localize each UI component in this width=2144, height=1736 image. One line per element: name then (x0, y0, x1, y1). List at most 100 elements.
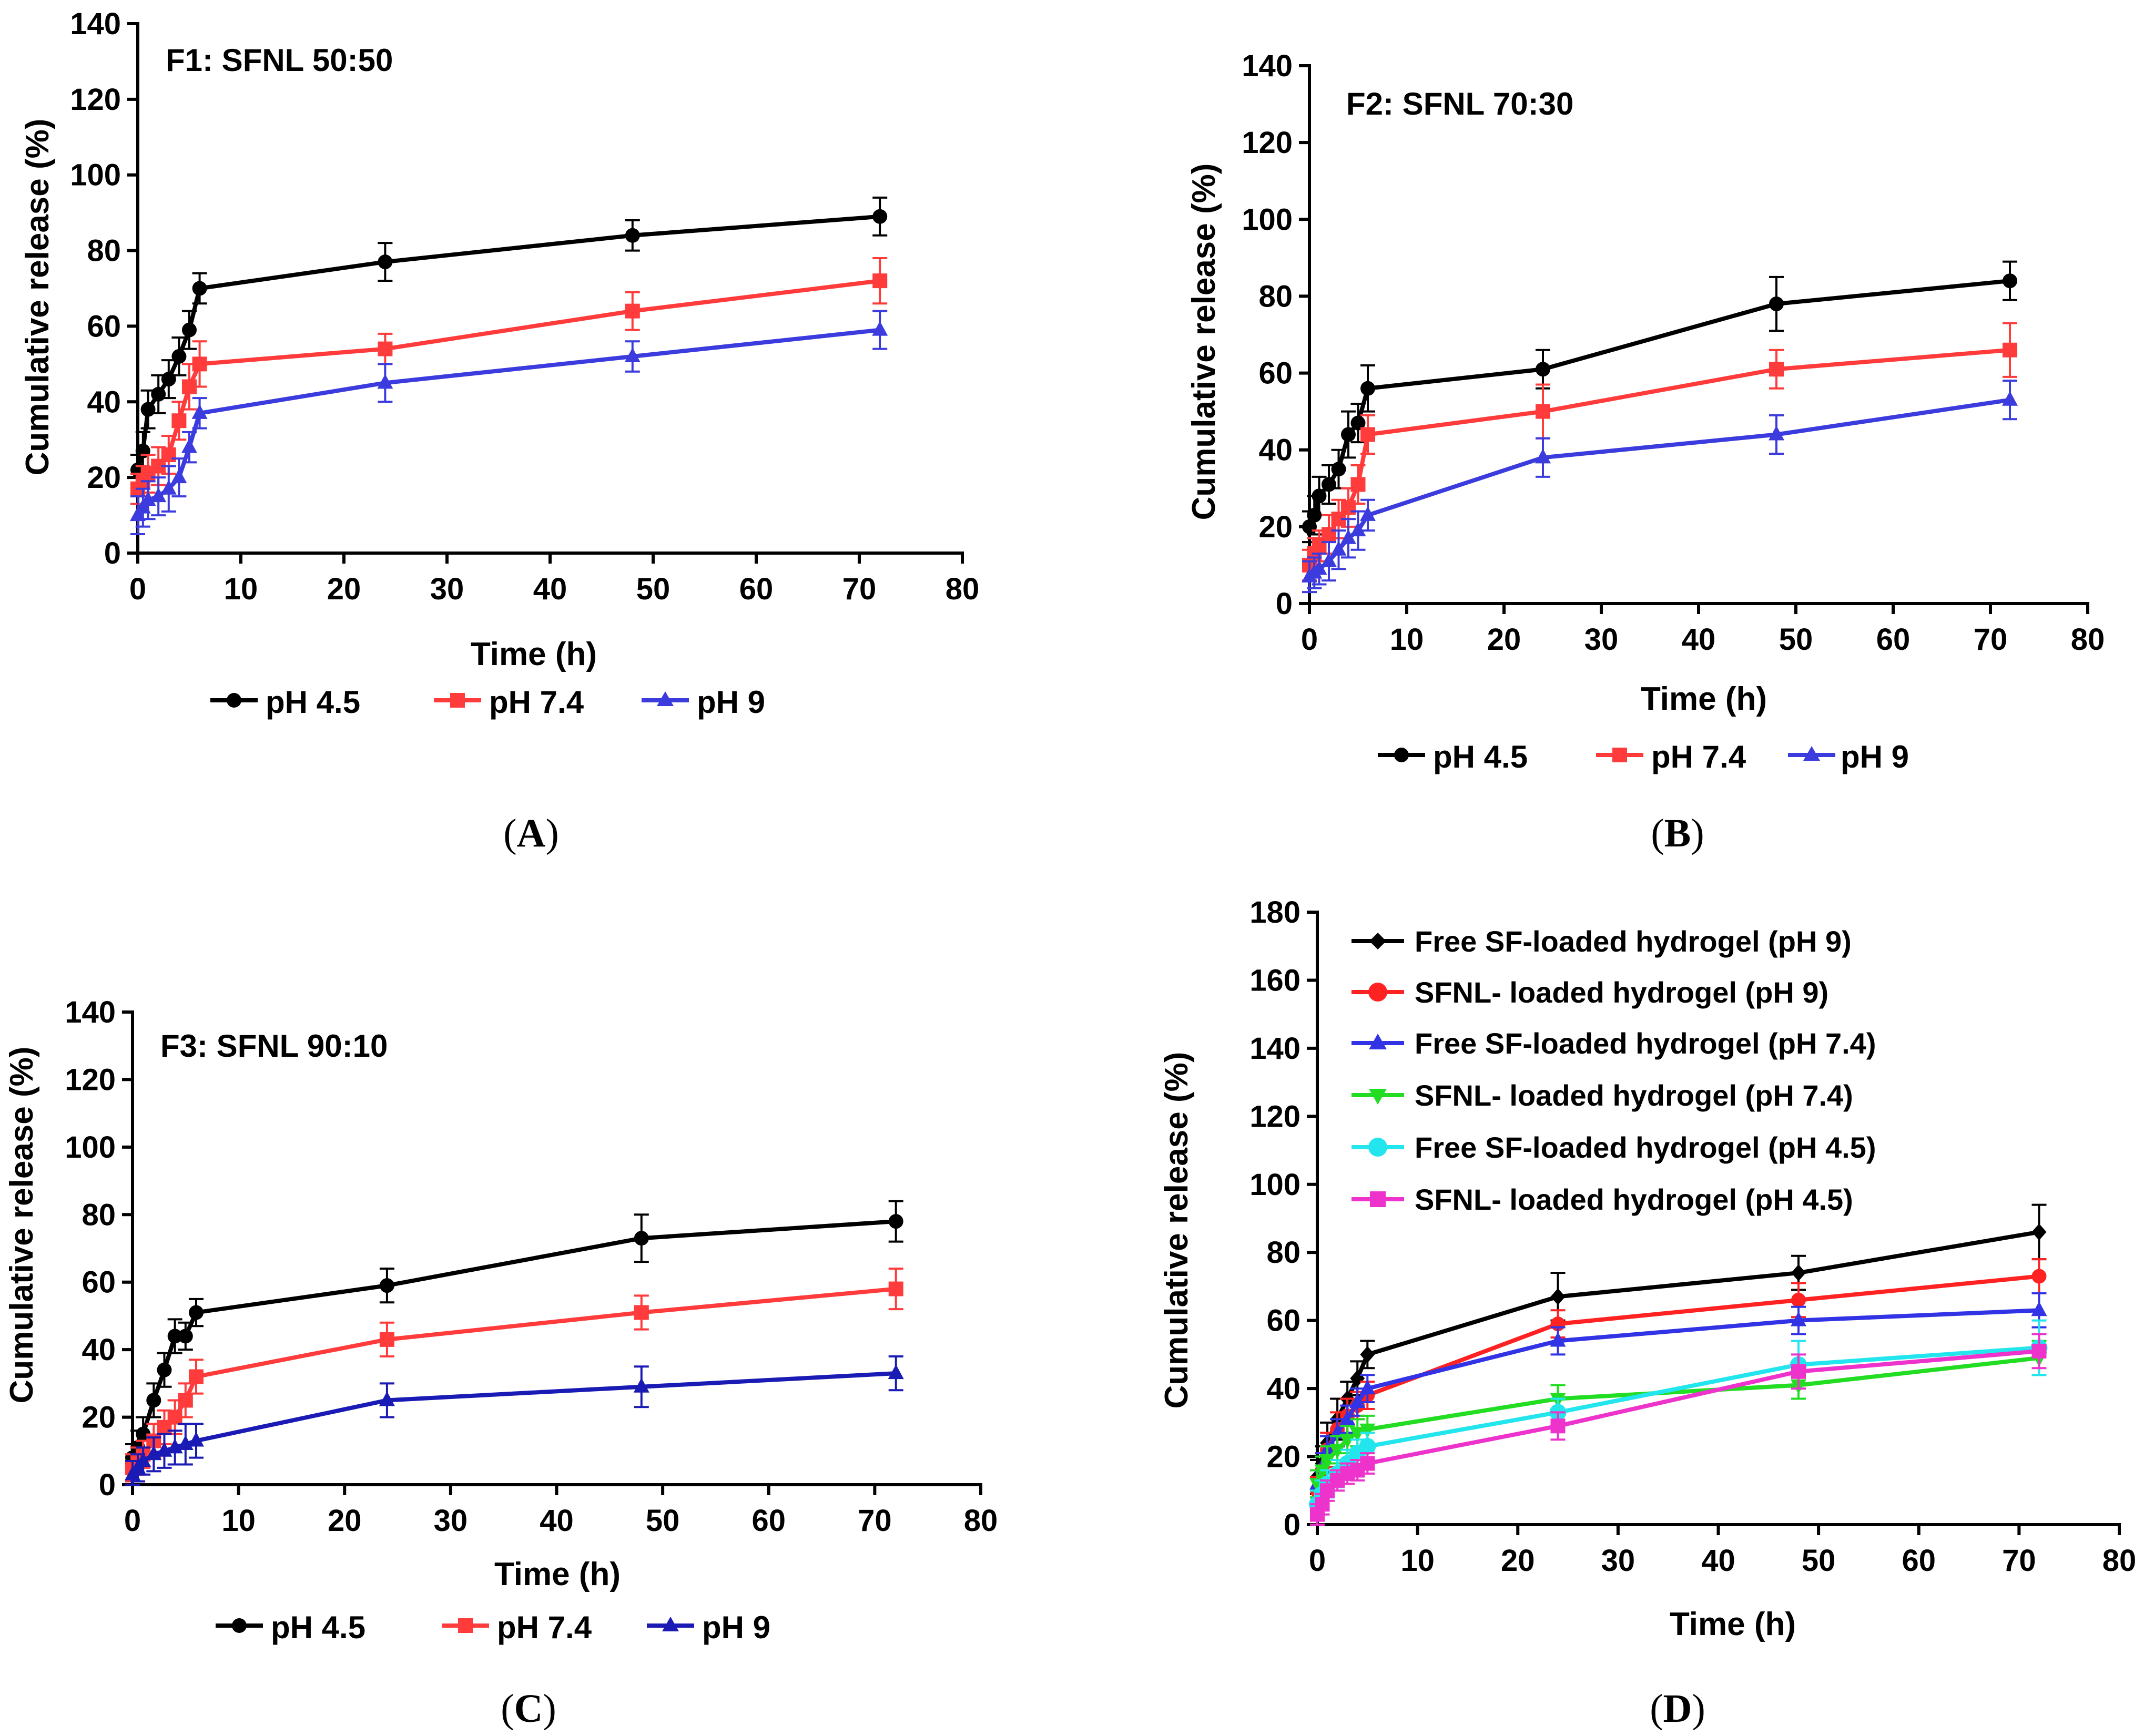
x-tick-label: 50 (636, 572, 670, 606)
legend-label: pH 4.5 (266, 685, 360, 720)
x-tick-label: 30 (1601, 1544, 1635, 1578)
legend-entry-ph-9: pH 9 (642, 685, 765, 720)
axes: 0 10 20 30 40 50 60 70 80 0 20 40 60 80 100 120 140 160 18… (1249, 895, 2136, 1578)
x-tick-label: 40 (1701, 1544, 1735, 1578)
legend-entry-sfnl-ph-9: SFNL- loaded hydrogel (pH 9) (1352, 976, 1828, 1009)
data-point (872, 209, 888, 224)
x-tick-label: 30 (434, 1504, 468, 1538)
data-point (1341, 500, 1356, 515)
data-point (1360, 1346, 1375, 1363)
y-tick-label: 140 (1242, 49, 1293, 83)
series-line (1307, 279, 2010, 528)
y-tick-label: 40 (82, 1333, 116, 1367)
data-point (188, 1305, 204, 1320)
x-tick-label: 70 (858, 1504, 892, 1538)
data-point (379, 1278, 394, 1293)
data-point (178, 1393, 193, 1408)
y-tick-label: 60 (1258, 356, 1293, 391)
legend-entry-free-sf-ph-4-5: Free SF-loaded hydrogel (pH 4.5) (1352, 1131, 1876, 1164)
data-point (2002, 391, 2018, 406)
x-axis-title: Time (h) (1641, 681, 1767, 717)
data-point (150, 487, 167, 503)
data-point (160, 479, 177, 495)
data-point (135, 1452, 151, 1467)
x-axis-title: Time (h) (1670, 1606, 1796, 1642)
series-sfnl-loaded-hydrogel-ph-9 (1310, 1258, 2047, 1506)
data-point (1329, 1444, 1346, 1459)
series-line (136, 328, 880, 517)
data-point (161, 372, 176, 387)
x-tick-label: 30 (430, 572, 464, 606)
series-line (130, 1219, 896, 1459)
y-tick-label: 80 (82, 1198, 116, 1232)
legend-label: Free SF-loaded hydrogel (pH 4.5) (1415, 1131, 1876, 1164)
data-point (1360, 506, 1376, 521)
series-ph-7-4 (1302, 322, 2017, 582)
legend-label: Free SF-loaded hydrogel (pH 9) (1415, 925, 1852, 958)
x-tick-label: 60 (751, 1504, 786, 1538)
data-point (1322, 477, 1336, 492)
data-point (1769, 362, 1784, 377)
legend-entry-free-sf-ph-9: Free SF-loaded hydrogel (pH 9) (1352, 925, 1852, 958)
x-tick-label: 0 (1309, 1544, 1326, 1578)
data-point (191, 404, 208, 419)
x-tick-label: 40 (540, 1504, 574, 1538)
data-point (151, 386, 166, 402)
legend-label: pH 9 (697, 685, 765, 720)
data-point (171, 468, 187, 484)
data-point (1791, 1311, 1806, 1326)
data-point (146, 1393, 161, 1408)
series-line (1315, 1355, 2039, 1485)
panel-a: F1: SFNL 50:50 Time (h) Cumulative relea… (19, 7, 979, 855)
x-tick-label: 70 (2002, 1544, 2036, 1578)
legend-label: pH 4.5 (1433, 739, 1528, 774)
x-tick-label: 20 (1501, 1544, 1535, 1578)
y-tick-label: 20 (82, 1401, 116, 1435)
x-axis-title: Time (h) (471, 636, 597, 672)
legend-entry-sfnl-ph-7-4: SFNL- loaded hydrogel (pH 7.4) (1352, 1079, 1853, 1112)
data-point (182, 379, 197, 394)
data-point (888, 1364, 904, 1380)
data-point (1330, 540, 1347, 556)
series-ph-7-4 (125, 1268, 903, 1483)
data-point (161, 447, 176, 462)
data-point (1550, 1288, 1566, 1305)
data-point (1550, 1418, 1566, 1434)
y-tick-label: 20 (87, 461, 121, 495)
data-point (1339, 1434, 1356, 1449)
data-point (1312, 488, 1327, 504)
legend: pH 4.5 pH 7.4 pH 9 (216, 1610, 770, 1645)
data-point (633, 1377, 649, 1393)
y-tick-label: 100 (1249, 1168, 1300, 1202)
y-tick-label: 140 (65, 995, 116, 1029)
data-point (2031, 1343, 2047, 1359)
data-point (634, 1305, 649, 1320)
data-point (192, 281, 207, 296)
data-point (625, 228, 640, 243)
legend-label: pH 7.4 (1651, 739, 1746, 774)
data-point (1359, 1438, 1376, 1455)
x-tick-label: 10 (1400, 1544, 1435, 1578)
data-point (140, 402, 156, 417)
data-point (192, 356, 207, 372)
data-point (872, 273, 888, 289)
data-point (1535, 448, 1551, 464)
x-tick-label: 80 (2071, 622, 2105, 657)
data-point (1315, 1497, 1330, 1512)
legend-label: pH 7.4 (489, 685, 584, 720)
y-tick-label: 100 (70, 158, 121, 192)
y-tick-label: 0 (104, 536, 121, 570)
x-tick-label: 80 (946, 572, 980, 606)
y-tick-label: 140 (70, 7, 121, 41)
series-ph-4-5 (1302, 260, 2017, 544)
legend-entry-ph-7-4: pH 7.4 (1596, 739, 1746, 774)
y-tick-label: 120 (1242, 126, 1293, 160)
series-ph-7-4 (130, 257, 888, 505)
data-point (625, 303, 640, 319)
series-ph-9 (1302, 380, 2018, 594)
data-point (1360, 1456, 1375, 1471)
series-sfnl-loaded-hydrogel-ph-7-4 (1309, 1340, 2047, 1499)
x-tick-label: 50 (1779, 622, 1813, 657)
y-tick-label: 100 (65, 1130, 116, 1165)
x-tick-label: 70 (1974, 622, 2008, 657)
